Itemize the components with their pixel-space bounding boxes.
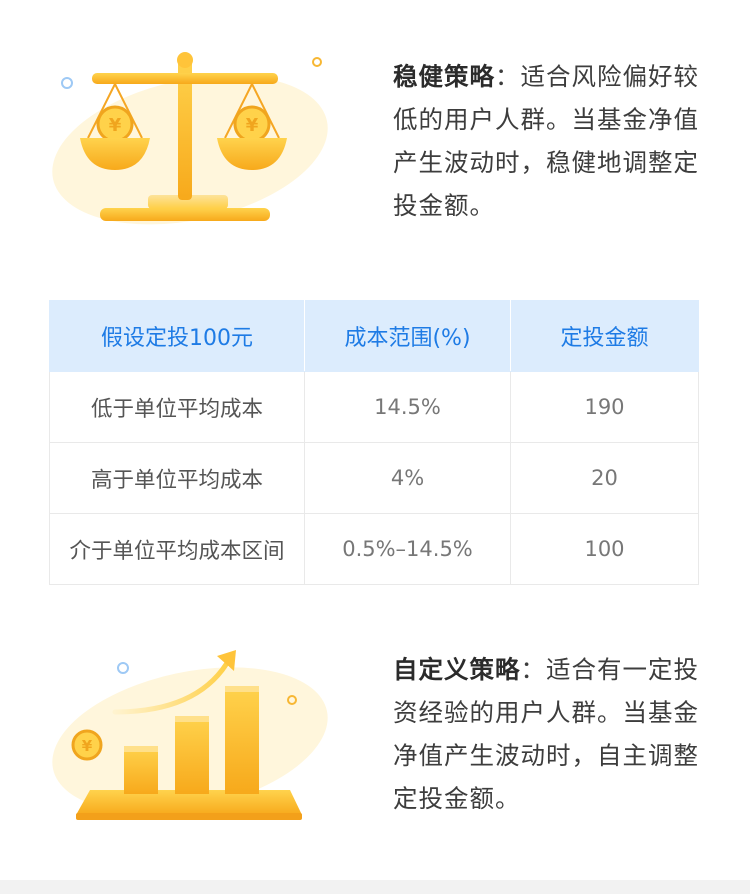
table-row: 介于单位平均成本区间 0.5%–14.5% 100 bbox=[49, 513, 699, 585]
balance-scale-illustration: ¥ ¥ bbox=[40, 40, 340, 240]
row-amount: 20 bbox=[510, 442, 699, 514]
coin-symbol-right: ¥ bbox=[246, 115, 259, 136]
strategy-custom-text: 适合有一定投资经验的用户人群。当基金净值产生波动时，自主调整定投金额。 bbox=[393, 655, 699, 813]
strategy-steady-title: 稳健策略 bbox=[393, 62, 495, 91]
table-row: 低于单位平均成本 14.5% 190 bbox=[49, 371, 699, 443]
coin-symbol: ¥ bbox=[82, 737, 93, 755]
strategy-steady-text: 适合风险偏好较低的用户人群。当基金净值产生波动时，稳健地调整定投金额。 bbox=[393, 62, 699, 220]
row-amount: 100 bbox=[510, 513, 699, 585]
decor-dot-gold bbox=[312, 57, 322, 67]
footer-divider bbox=[0, 880, 750, 894]
strategy-custom-description: 自定义策略：适合有一定投资经验的用户人群。当基金净值产生波动时，自主调整定投金额… bbox=[393, 648, 713, 820]
table-row: 高于单位平均成本 4% 20 bbox=[49, 442, 699, 514]
title-separator: ： bbox=[520, 655, 546, 684]
title-separator: ： bbox=[495, 62, 521, 91]
decor-dot-blue bbox=[117, 662, 129, 674]
header-assumption: 假设定投100元 bbox=[49, 300, 305, 372]
table-header-row: 假设定投100元 成本范围(%) 定投金额 bbox=[49, 300, 699, 372]
header-cost-range: 成本范围(%) bbox=[304, 300, 511, 372]
strategy-custom-title: 自定义策略 bbox=[393, 655, 521, 684]
header-amount: 定投金额 bbox=[510, 300, 699, 372]
strategy-steady-description: 稳健策略：适合风险偏好较低的用户人群。当基金净值产生波动时，稳健地调整定投金额。 bbox=[393, 55, 713, 227]
row-cost-range: 0.5%–14.5% bbox=[304, 513, 511, 585]
row-condition: 低于单位平均成本 bbox=[49, 371, 305, 443]
investment-amount-table: 假设定投100元 成本范围(%) 定投金额 低于单位平均成本 14.5% 190… bbox=[49, 300, 699, 585]
row-cost-range: 14.5% bbox=[304, 371, 511, 443]
coin-symbol-left: ¥ bbox=[109, 115, 122, 136]
row-condition: 介于单位平均成本区间 bbox=[49, 513, 305, 585]
decor-dot-gold bbox=[287, 695, 297, 705]
row-condition: 高于单位平均成本 bbox=[49, 442, 305, 514]
decor-dot-blue bbox=[61, 77, 73, 89]
row-amount: 190 bbox=[510, 371, 699, 443]
growth-chart-illustration: ¥ bbox=[40, 640, 340, 830]
row-cost-range: 4% bbox=[304, 442, 511, 514]
